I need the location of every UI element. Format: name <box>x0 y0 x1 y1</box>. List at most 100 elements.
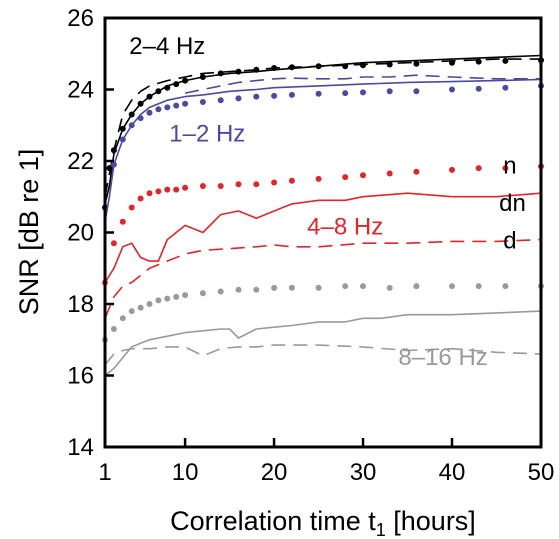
series-1-2-hz-dotted <box>110 82 544 168</box>
data-point <box>182 184 189 191</box>
data-point <box>342 174 349 181</box>
data-point <box>119 218 126 225</box>
data-point <box>137 304 144 311</box>
data-point <box>155 88 162 95</box>
data-point <box>119 125 126 132</box>
data-point <box>155 106 162 113</box>
data-point <box>288 91 295 98</box>
data-point <box>164 84 171 91</box>
x-tick-label: 50 <box>528 459 555 486</box>
annotation-d: d <box>503 228 516 255</box>
data-point <box>315 90 322 97</box>
x-tick-label: 10 <box>172 459 199 486</box>
y-tick-label: 26 <box>67 5 94 32</box>
data-point <box>315 175 322 182</box>
data-point <box>235 286 242 293</box>
data-point <box>173 186 180 193</box>
data-point <box>217 97 224 104</box>
data-point <box>271 92 278 99</box>
data-point <box>253 66 260 73</box>
x-tick-label: 20 <box>261 459 288 486</box>
data-point <box>360 89 366 96</box>
data-point <box>110 326 117 332</box>
data-point <box>182 77 189 84</box>
data-point <box>253 181 260 188</box>
data-point <box>128 122 135 129</box>
data-point <box>235 95 242 102</box>
data-point <box>146 190 153 197</box>
data-point <box>155 188 162 195</box>
x-axis-label: Correlation time t1 [hours] <box>170 506 476 539</box>
data-point <box>413 283 420 290</box>
data-point <box>164 104 171 111</box>
data-point <box>173 102 180 109</box>
annotation-n: n <box>503 153 516 180</box>
data-point <box>360 172 366 179</box>
data-point <box>110 147 117 154</box>
series-4-8-hz-solid <box>104 192 542 283</box>
data-point <box>164 295 171 302</box>
data-point <box>502 84 509 91</box>
data-point <box>342 283 349 290</box>
data-point <box>413 88 420 95</box>
data-point <box>119 315 126 322</box>
data-point <box>271 284 278 291</box>
data-point <box>128 204 135 211</box>
series-2-4-hz-dotted <box>102 57 544 211</box>
y-tick-label: 14 <box>67 434 94 461</box>
data-point <box>502 57 509 64</box>
data-point <box>315 284 322 291</box>
data-point <box>199 183 206 189</box>
y-tick-label: 16 <box>67 363 94 390</box>
x-tick-label: 40 <box>439 459 466 486</box>
data-point <box>475 85 482 92</box>
y-tick-label: 18 <box>67 291 94 318</box>
data-point <box>146 301 153 307</box>
data-point <box>386 170 393 177</box>
data-point <box>449 86 455 93</box>
data-point <box>502 283 509 290</box>
data-point <box>253 286 260 293</box>
data-point <box>199 99 206 105</box>
data-point <box>110 240 117 247</box>
data-point <box>271 179 278 186</box>
data-point <box>413 60 420 67</box>
data-point <box>253 93 260 100</box>
data-point <box>137 100 144 107</box>
series-4-8-hz-dashed <box>104 238 542 319</box>
data-point <box>449 59 455 66</box>
data-point <box>173 293 180 300</box>
y-tick-label: 20 <box>67 220 94 247</box>
data-point <box>155 297 162 304</box>
annotation-dn: dn <box>499 190 526 217</box>
data-point <box>137 115 144 122</box>
data-point <box>475 58 482 65</box>
data-point <box>386 284 393 291</box>
series-8-16-hz-solid <box>104 310 542 377</box>
data-point <box>475 165 482 172</box>
data-point <box>146 109 153 116</box>
data-point <box>146 93 153 100</box>
data-point <box>110 161 117 168</box>
data-point <box>475 283 482 290</box>
y-axis-label: SNR [dB re 1] <box>14 149 44 316</box>
data-point <box>199 74 206 80</box>
data-point <box>164 186 171 193</box>
x-tick-label: 1 <box>98 459 111 486</box>
data-point <box>217 183 224 189</box>
data-point <box>386 88 393 95</box>
annotation-1-2-hz: 1–2 Hz <box>169 120 245 147</box>
annotation-4-8-hz: 4–8 Hz <box>307 213 383 240</box>
data-point <box>182 100 189 107</box>
data-point <box>128 308 135 315</box>
data-point <box>217 288 224 295</box>
annotation-layer: 2–4 Hz 1–2 Hz 4–8 Hz 8–16 Hz n dn d <box>129 33 526 371</box>
data-point <box>386 61 393 68</box>
data-point <box>182 292 189 299</box>
data-point <box>288 284 295 291</box>
data-point <box>502 165 509 172</box>
data-point <box>360 62 366 69</box>
data-point <box>271 65 278 71</box>
data-point <box>119 136 126 143</box>
